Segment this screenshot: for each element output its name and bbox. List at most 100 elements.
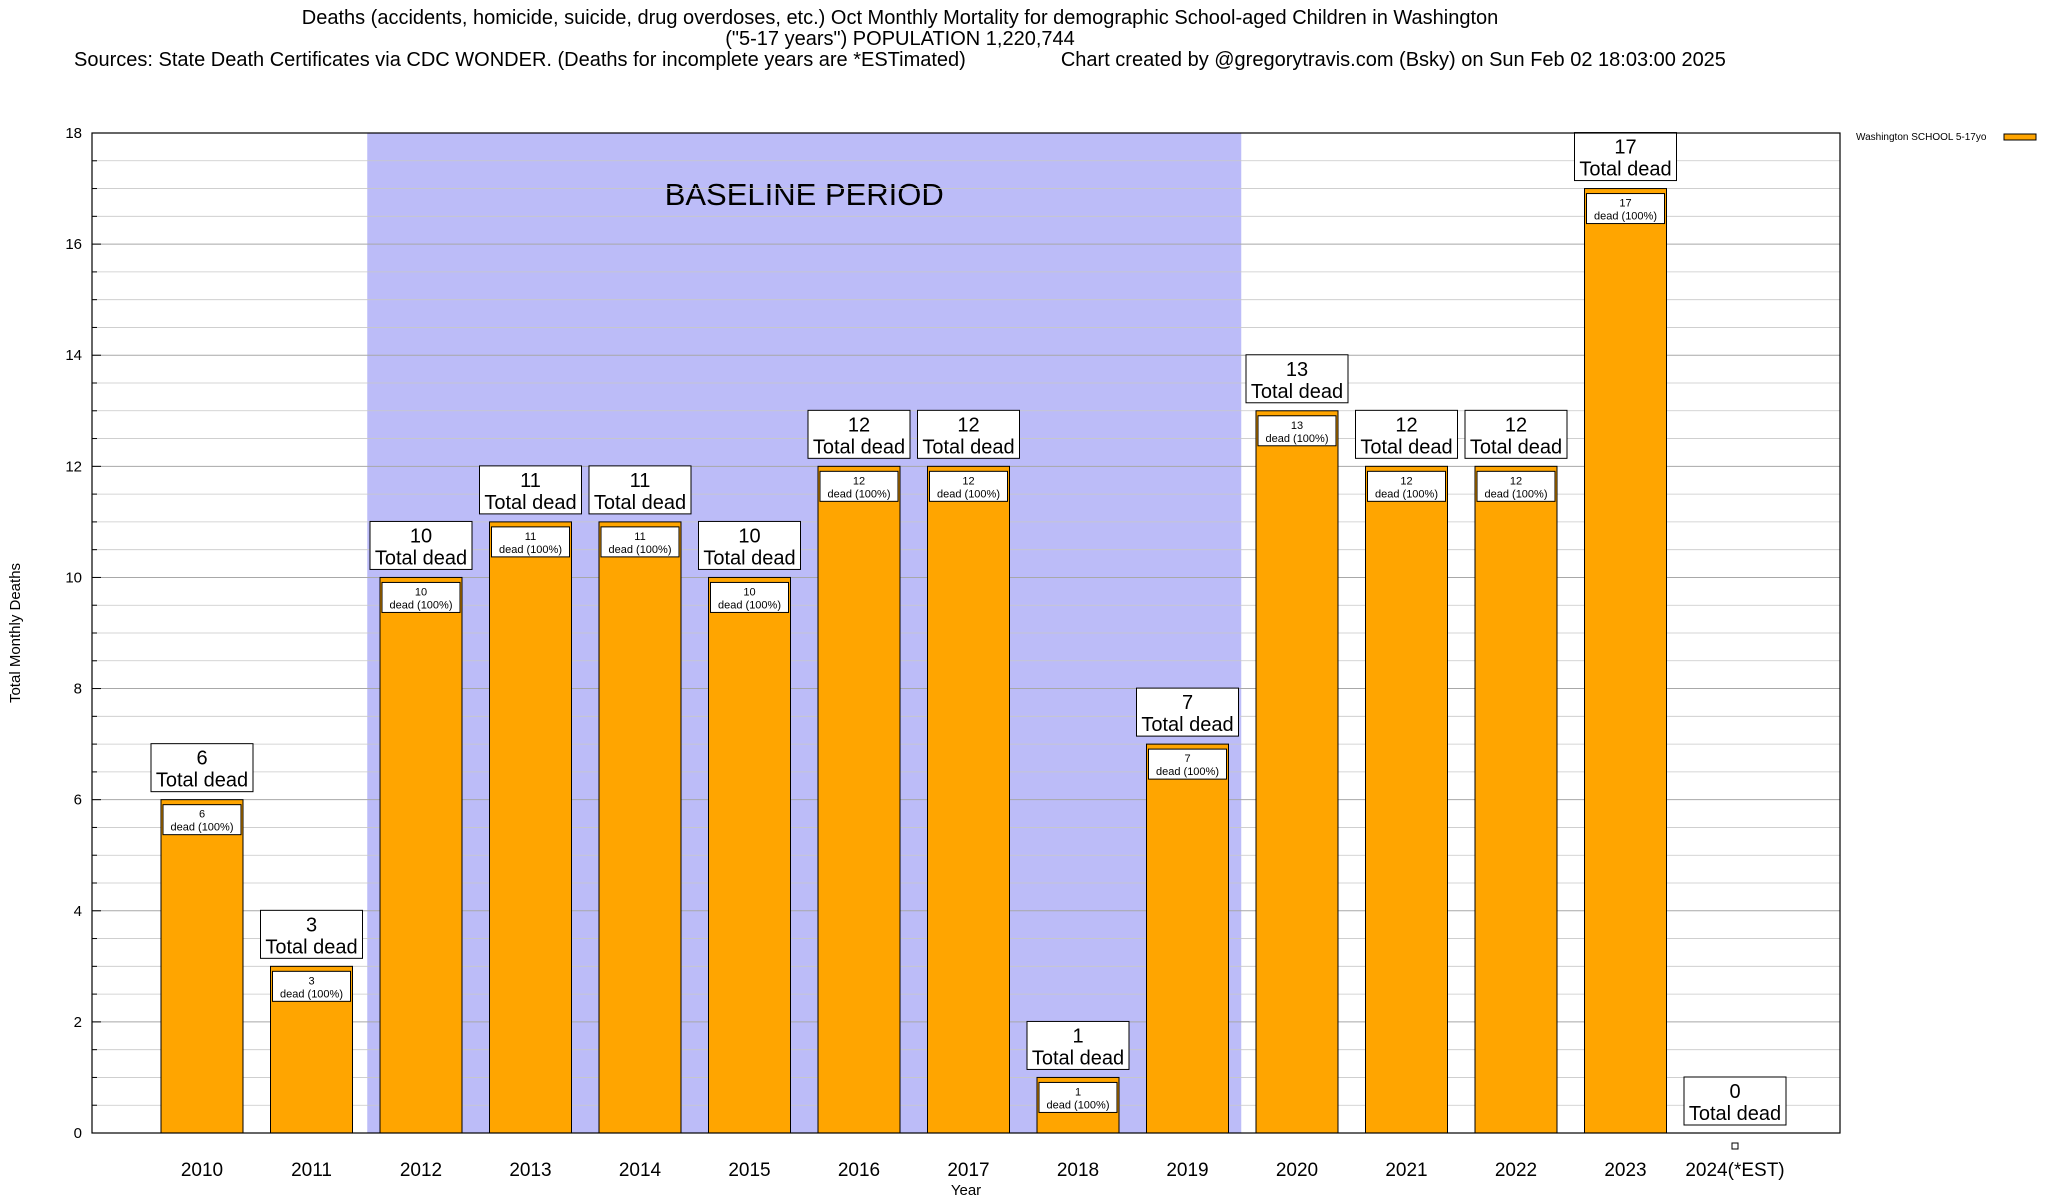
y-axis-title: Total Monthly Deaths — [7, 563, 24, 703]
bar-inner-label-box — [162, 804, 242, 836]
bar-inner-percent: dead (100%) — [1375, 488, 1438, 500]
total-label-value: 3 — [306, 914, 317, 936]
bar-inner-count: 12 — [853, 475, 865, 487]
total-label-value: 12 — [1505, 414, 1527, 436]
bar-inner-percent: dead (100%) — [280, 988, 343, 1000]
bar-inner-percent: dead (100%) — [718, 599, 781, 611]
bar-inner-count: 10 — [743, 586, 755, 598]
bar-inner-count: 7 — [1184, 753, 1190, 765]
total-label-value: 10 — [410, 525, 432, 547]
total-label-text: Total dead — [1470, 436, 1562, 458]
bar — [817, 465, 901, 1134]
y-tick-label: 12 — [65, 458, 82, 475]
y-tick-label: 4 — [74, 903, 82, 920]
total-label-box — [479, 465, 582, 515]
bar-inner-count: 12 — [962, 475, 974, 487]
y-tick-label: 14 — [65, 347, 82, 364]
baseline-label: BASELINE PERIOD — [665, 177, 944, 212]
bar-inner-percent: dead (100%) — [828, 488, 891, 500]
bar-inner-label-box — [272, 970, 351, 1002]
total-label-text: Total dead — [922, 436, 1014, 458]
total-label-box — [698, 520, 801, 570]
total-label-box — [260, 909, 363, 959]
total-label-value: 7 — [1182, 692, 1193, 714]
x-tick-label: 2016 — [838, 1160, 880, 1181]
bar — [379, 576, 463, 1134]
legend: Washington SCHOOL 5-17yo — [1856, 132, 2037, 143]
bar-inner-count: 17 — [1619, 198, 1631, 210]
total-label-box — [1136, 687, 1239, 737]
bar — [160, 799, 244, 1134]
total-label-text: Total dead — [156, 770, 248, 792]
bar — [1365, 465, 1448, 1134]
total-label-text: Total dead — [1251, 381, 1343, 403]
bar-inner-percent: dead (100%) — [499, 544, 562, 556]
total-label-value: 11 — [520, 470, 541, 492]
total-label-text: Total dead — [1689, 1103, 1781, 1125]
bar-inner-label-box — [710, 581, 789, 613]
bar-inner-count: 12 — [1510, 475, 1522, 487]
bar-inner-count: 13 — [1291, 420, 1303, 432]
bar-inner-percent: dead (100%) — [937, 488, 1000, 500]
total-label-value: 10 — [738, 525, 760, 547]
chart-sources: Sources: State Death Certificates via CD… — [74, 49, 966, 71]
y-tick-label: 0 — [74, 1125, 82, 1142]
total-label-value: 12 — [957, 414, 979, 436]
total-label-box — [1683, 1076, 1787, 1126]
bar — [489, 521, 572, 1134]
bar-inner-percent: dead (100%) — [1266, 433, 1329, 445]
bar-inner-percent: dead (100%) — [609, 544, 672, 556]
x-tick-label: 2012 — [400, 1160, 442, 1181]
x-axis-title: Year — [951, 1182, 981, 1199]
x-tick-label: 2020 — [1276, 1160, 1318, 1181]
bar-inner-label-box — [1148, 748, 1227, 780]
total-label-value: 6 — [196, 748, 207, 770]
x-tick-label: 2015 — [728, 1160, 770, 1181]
bar-inner-label-box — [381, 581, 461, 613]
bar — [1584, 188, 1667, 1134]
x-tick-label: 2013 — [509, 1160, 551, 1181]
chart-subtitle: Sources: State Death Certificates via CD… — [0, 50, 1800, 71]
bar-inner-percent: dead (100%) — [171, 822, 234, 834]
total-label-box — [807, 409, 911, 459]
y-tick-label: 8 — [74, 681, 82, 698]
total-label-text: Total dead — [375, 547, 467, 569]
total-label-text: Total dead — [1141, 714, 1233, 736]
chart-header: Deaths (accidents, homicide, suicide, dr… — [0, 8, 1800, 71]
y-tick-label: 6 — [74, 792, 82, 809]
y-tick-label: 18 — [65, 125, 82, 142]
total-label-box — [150, 743, 254, 793]
bar-inner-count: 1 — [1075, 1086, 1081, 1098]
total-label-value: 12 — [848, 414, 870, 436]
total-label-value: 11 — [630, 470, 651, 492]
bar — [1255, 410, 1339, 1134]
x-tick-label: 2021 — [1385, 1160, 1427, 1181]
bar-inner-percent: dead (100%) — [1047, 1099, 1110, 1111]
bar — [708, 576, 791, 1134]
bar-inner-label-box — [491, 526, 570, 558]
bar-inner-label-box — [1257, 415, 1337, 447]
total-label-text: Total dead — [1579, 159, 1671, 181]
chart-title-line2: ("5-17 years") POPULATION 1,220,744 — [725, 28, 1075, 50]
bar-inner-percent: dead (100%) — [390, 599, 453, 611]
bar — [1146, 743, 1229, 1134]
bar-inner-label-box — [1476, 470, 1556, 502]
bar-inner-count: 11 — [634, 531, 645, 543]
total-label-box — [917, 409, 1020, 459]
total-label-box — [1355, 409, 1458, 459]
total-label-text: Total dead — [1032, 1047, 1124, 1069]
total-label-text: Total dead — [813, 436, 905, 458]
chart-credit: Chart created by @gregorytravis.com (Bsk… — [1060, 49, 1726, 71]
legend-swatch — [2003, 133, 2037, 141]
total-label-value: 1 — [1072, 1025, 1083, 1047]
bar — [1474, 465, 1558, 1134]
total-label-box — [588, 465, 692, 515]
bar-inner-count: 11 — [525, 531, 536, 543]
x-tick-label: 2023 — [1604, 1160, 1646, 1181]
total-label-box — [369, 520, 473, 570]
bar-inner-percent: dead (100%) — [1485, 488, 1548, 500]
x-tick-label: 2022 — [1495, 1160, 1537, 1181]
bar — [927, 465, 1010, 1134]
bar-inner-label-box — [1586, 193, 1665, 225]
